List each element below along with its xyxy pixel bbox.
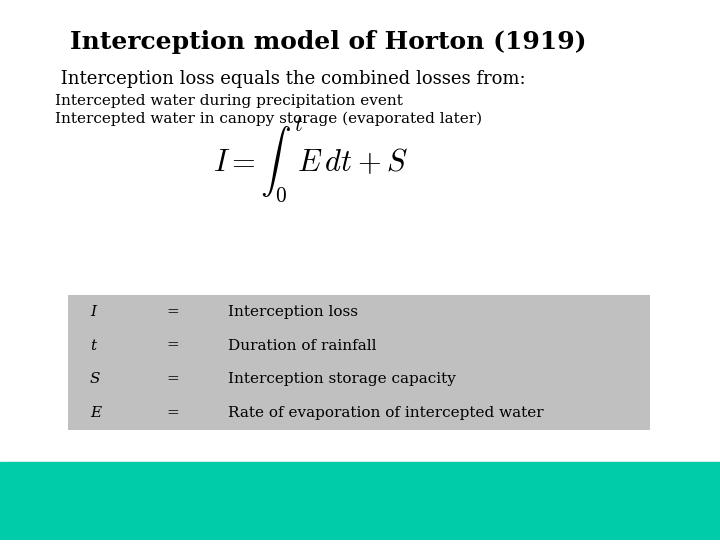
Text: S: S [90,373,101,387]
Bar [0,462,720,540]
Text: Interception storage capacity: Interception storage capacity [228,373,456,387]
Text: $I = \int_0^t\! E\,dt + S$: $I = \int_0^t\! E\,dt + S$ [212,116,408,205]
Text: E: E [90,406,101,420]
Text: =: = [166,406,179,420]
Text: t: t [90,339,96,353]
Text: Duration of rainfall: Duration of rainfall [228,339,377,353]
Text: =: = [166,373,179,387]
Bar [68,295,650,430]
Text: Intercepted water in canopy storage (evaporated later): Intercepted water in canopy storage (eva… [55,112,482,126]
Text: Interception model of Horton (1919): Interception model of Horton (1919) [70,30,587,54]
Text: Intercepted water during precipitation event: Intercepted water during precipitation e… [55,94,403,108]
Text: Interception loss equals the combined losses from:: Interception loss equals the combined lo… [55,70,526,88]
Text: I: I [90,305,96,319]
Text: =: = [166,305,179,319]
Text: Rate of evaporation of intercepted water: Rate of evaporation of intercepted water [228,406,544,420]
Text: =: = [166,339,179,353]
Text: Interception loss: Interception loss [228,305,358,319]
